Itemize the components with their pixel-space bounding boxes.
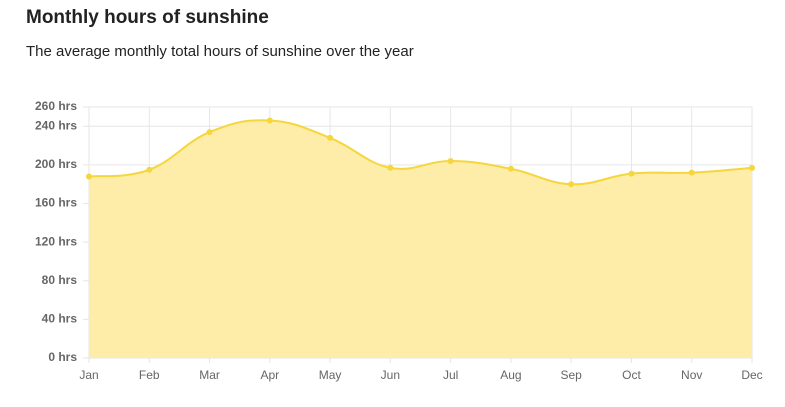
area-fill bbox=[89, 120, 752, 358]
x-tick-label: Dec bbox=[741, 368, 762, 382]
y-tick-label: 0 hrs bbox=[48, 350, 77, 364]
x-tick-label: Nov bbox=[681, 368, 702, 382]
y-tick-label: 40 hrs bbox=[42, 312, 78, 326]
point bbox=[568, 181, 575, 188]
point bbox=[387, 164, 394, 171]
y-tick-label: 160 hrs bbox=[35, 196, 77, 210]
point bbox=[146, 166, 153, 173]
y-tick-label: 80 hrs bbox=[42, 273, 78, 287]
x-tick-label: Jul bbox=[443, 368, 458, 382]
chart-title: Monthly hours of sunshine bbox=[26, 7, 269, 28]
y-tick-label: 200 hrs bbox=[35, 157, 77, 171]
x-tick-label: Apr bbox=[260, 368, 279, 382]
x-tick-label: Jun bbox=[381, 368, 400, 382]
x-tick-label: Sep bbox=[561, 368, 583, 382]
y-tick-label: 240 hrs bbox=[35, 118, 77, 132]
point bbox=[327, 134, 334, 141]
point bbox=[266, 117, 273, 124]
y-tick-label: 260 hrs bbox=[35, 99, 77, 113]
x-tick-label: Jan bbox=[79, 368, 98, 382]
point bbox=[86, 173, 92, 180]
point bbox=[206, 129, 213, 136]
point bbox=[507, 165, 514, 172]
point bbox=[628, 170, 635, 177]
point bbox=[688, 169, 695, 176]
x-tick-label: Feb bbox=[139, 368, 160, 382]
x-tick-label: May bbox=[319, 368, 342, 382]
x-tick-label: Aug bbox=[500, 368, 521, 382]
point bbox=[749, 164, 755, 171]
x-tick-label: Oct bbox=[622, 368, 641, 382]
point bbox=[447, 158, 454, 165]
x-tick-label: Mar bbox=[199, 368, 220, 382]
y-tick-label: 120 hrs bbox=[35, 234, 77, 248]
chart-subtitle: The average monthly total hours of sunsh… bbox=[26, 43, 414, 60]
